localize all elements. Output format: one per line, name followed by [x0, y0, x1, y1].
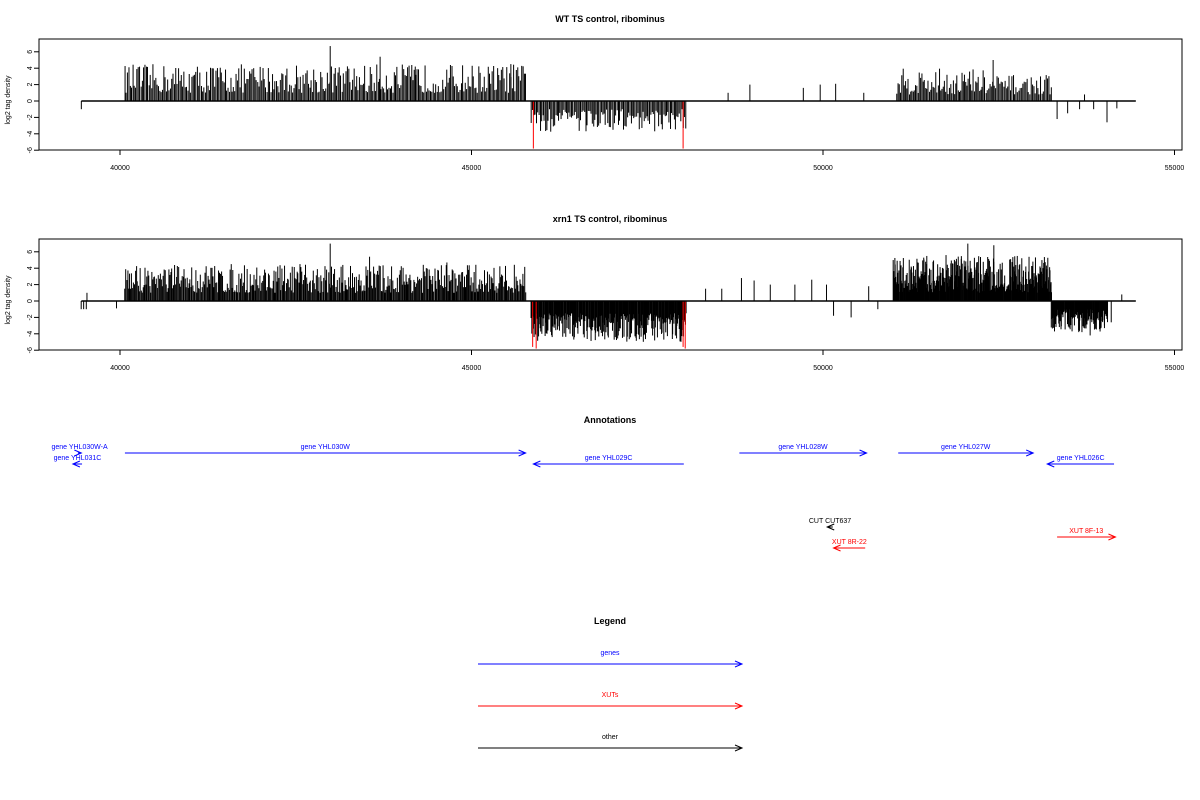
x-tick-label: 40000 — [110, 165, 130, 172]
legend-arrow-head — [734, 744, 744, 752]
legend-label: genes — [600, 650, 620, 657]
feature-arrow-head — [859, 449, 868, 457]
feature-label: gene YHL026C — [1057, 455, 1105, 462]
annotation-feature: gene YHL029C — [532, 455, 684, 468]
wt-panel: WT TS control, ribominus log2 tag densit… — [5, 14, 1184, 172]
x-tick-label: 50000 — [813, 365, 833, 372]
y-tick-label: 0 — [27, 299, 34, 303]
y-tick-label: 6 — [27, 50, 34, 54]
y-tick-label: 4 — [27, 66, 34, 70]
y-tick-label: 2 — [27, 83, 34, 87]
x-tick-label: 55000 — [1165, 165, 1185, 172]
annotation-feature: CUT CUT637 — [809, 518, 851, 531]
feature-label: gene YHL027W — [941, 444, 991, 451]
y-tick-label: 0 — [27, 99, 34, 103]
feature-arrow-head — [532, 460, 541, 468]
x-tick-label: 50000 — [813, 165, 833, 172]
wt-panel-title: WT TS control, ribominus — [555, 14, 665, 24]
feature-label: CUT CUT637 — [809, 518, 851, 525]
legend-arrow-head — [734, 702, 744, 710]
feature-arrow-head — [1108, 533, 1117, 541]
y-tick-label: -6 — [27, 147, 34, 153]
xrn1-panel: xrn1 TS control, ribominus log2 tag dens… — [5, 214, 1184, 372]
legend-label: XUTs — [602, 692, 619, 699]
legend-arrow-head — [734, 660, 744, 668]
feature-arrow-head — [518, 449, 527, 457]
x-tick-label: 40000 — [110, 365, 130, 372]
wt-axis-ticks: -6 -4 -2 0 2 4 6 40000 45000 50000 55000 — [27, 50, 1184, 172]
x-tick-label: 55000 — [1165, 365, 1185, 372]
feature-label: gene YHL031C — [54, 455, 102, 462]
feature-label: gene YHL030W — [301, 444, 351, 451]
wt-panel-ylabel: log2 tag density — [5, 75, 12, 125]
annotation-feature: XUT 8R-22 — [832, 539, 867, 552]
annotation-feature: gene YHL030W — [124, 444, 527, 457]
feature-label: gene YHL029C — [585, 455, 633, 462]
xrn1-panel-title: xrn1 TS control, ribominus — [553, 214, 668, 224]
y-tick-label: -2 — [27, 314, 34, 320]
y-tick-label: -2 — [27, 114, 34, 120]
wt-bars — [80, 46, 1136, 149]
y-tick-label: 6 — [27, 250, 34, 254]
annotation-feature: gene YHL030W-A — [51, 444, 108, 457]
legend-item: XUTs — [478, 692, 744, 710]
legend-items: genes XUTs other — [478, 650, 744, 752]
feature-arrow-head — [1045, 460, 1055, 468]
xrn1-panel-ylabel: log2 tag density — [5, 275, 12, 325]
annotation-feature: gene YHL031C — [54, 455, 102, 468]
xrn1-bars — [80, 243, 1136, 349]
feature-arrow-head — [1026, 449, 1035, 457]
feature-arrow-head — [71, 460, 81, 468]
annotations-title: Annotations — [584, 415, 637, 425]
y-tick-label: 4 — [27, 266, 34, 270]
feature-arrow-head — [74, 449, 83, 457]
annotation-feature: gene YHL026C — [1045, 455, 1115, 468]
x-tick-label: 45000 — [462, 165, 482, 172]
feature-label: XUT 8R-22 — [832, 539, 867, 546]
feature-arrow-head — [825, 523, 835, 531]
legend-item: other — [478, 734, 744, 752]
legend-panel: Legend genes XUTs other — [478, 616, 744, 752]
feature-arrow-head — [832, 544, 841, 552]
legend-label: other — [602, 734, 619, 741]
legend-title: Legend — [594, 616, 626, 626]
feature-label: XUT 8F-13 — [1069, 528, 1103, 535]
feature-label: gene YHL030W-A — [51, 444, 107, 451]
legend-item: genes — [478, 650, 744, 668]
annotation-features: gene YHL030W-A gene YHL031C gene YHL030W ge… — [51, 444, 1117, 552]
annotation-feature: gene YHL027W — [898, 444, 1035, 457]
y-tick-label: -6 — [27, 347, 34, 353]
y-tick-label: -4 — [27, 131, 34, 137]
xrn1-axis-ticks: -6 -4 -2 0 2 4 6 40000 45000 50000 55000 — [27, 250, 1184, 372]
annotation-feature: gene YHL028W — [739, 444, 868, 457]
feature-label: gene YHL028W — [778, 444, 828, 451]
y-tick-label: -4 — [27, 331, 34, 337]
y-tick-label: 2 — [27, 283, 34, 287]
x-tick-label: 45000 — [462, 365, 482, 372]
annotation-feature: XUT 8F-13 — [1057, 528, 1117, 541]
